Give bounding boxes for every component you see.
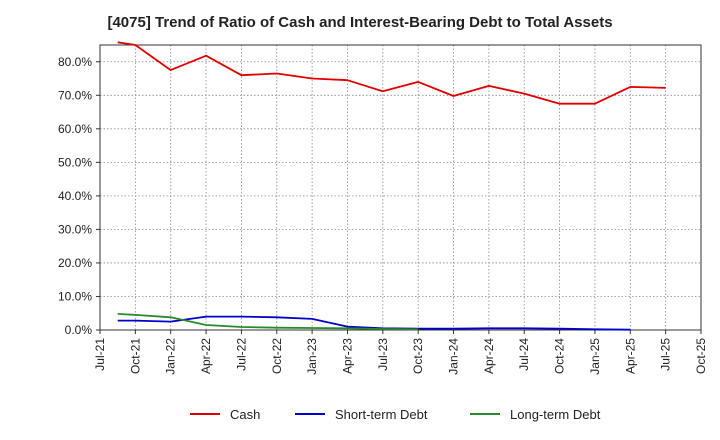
x-tick-label: Jul-21 xyxy=(93,338,107,371)
series-line-long-term-debt xyxy=(117,313,419,331)
x-tick-label: Apr-25 xyxy=(623,338,637,374)
y-tick-label: 50.0% xyxy=(58,155,92,169)
y-tick-label: 20.0% xyxy=(58,256,92,270)
x-tick-label: Oct-21 xyxy=(128,338,142,374)
y-tick-label: 0.0% xyxy=(65,323,93,337)
legend-label-short-term-debt: Short-term Debt xyxy=(335,407,428,422)
x-tick-label: Apr-24 xyxy=(482,338,496,374)
y-tick-label: 10.0% xyxy=(58,289,92,303)
x-tick-label: Apr-22 xyxy=(199,338,213,374)
x-tick-label: Oct-22 xyxy=(270,338,284,374)
x-tick-label: Jan-25 xyxy=(588,338,602,375)
x-tick-label: Apr-23 xyxy=(340,338,354,374)
y-tick-label: 60.0% xyxy=(58,122,92,136)
y-tick-label: 70.0% xyxy=(58,88,92,102)
series-line-cash xyxy=(117,41,666,105)
y-tick-label: 40.0% xyxy=(58,189,92,203)
x-tick-label: Jul-25 xyxy=(659,338,673,371)
y-tick-label: 30.0% xyxy=(58,222,92,236)
x-tick-label: Jan-23 xyxy=(305,338,319,375)
x-tick-label: Jul-24 xyxy=(517,338,531,371)
plot-area xyxy=(100,45,701,330)
x-tick-label: Jan-22 xyxy=(164,338,178,375)
chart-title: [4075] Trend of Ratio of Cash and Intere… xyxy=(107,14,613,31)
x-tick-label: Oct-24 xyxy=(553,338,567,374)
series-line-short-term-debt xyxy=(117,315,631,331)
x-tick-label: Oct-25 xyxy=(694,338,708,374)
y-tick-label: 80.0% xyxy=(58,55,92,69)
legend-label-cash: Cash xyxy=(230,407,260,422)
x-tick-label: Jul-23 xyxy=(376,338,390,371)
x-tick-label: Oct-23 xyxy=(411,338,425,374)
x-tick-label: Jan-24 xyxy=(447,338,461,375)
x-tick-label: Jul-22 xyxy=(234,338,248,371)
legend-label-long-term-debt: Long-term Debt xyxy=(510,407,601,422)
